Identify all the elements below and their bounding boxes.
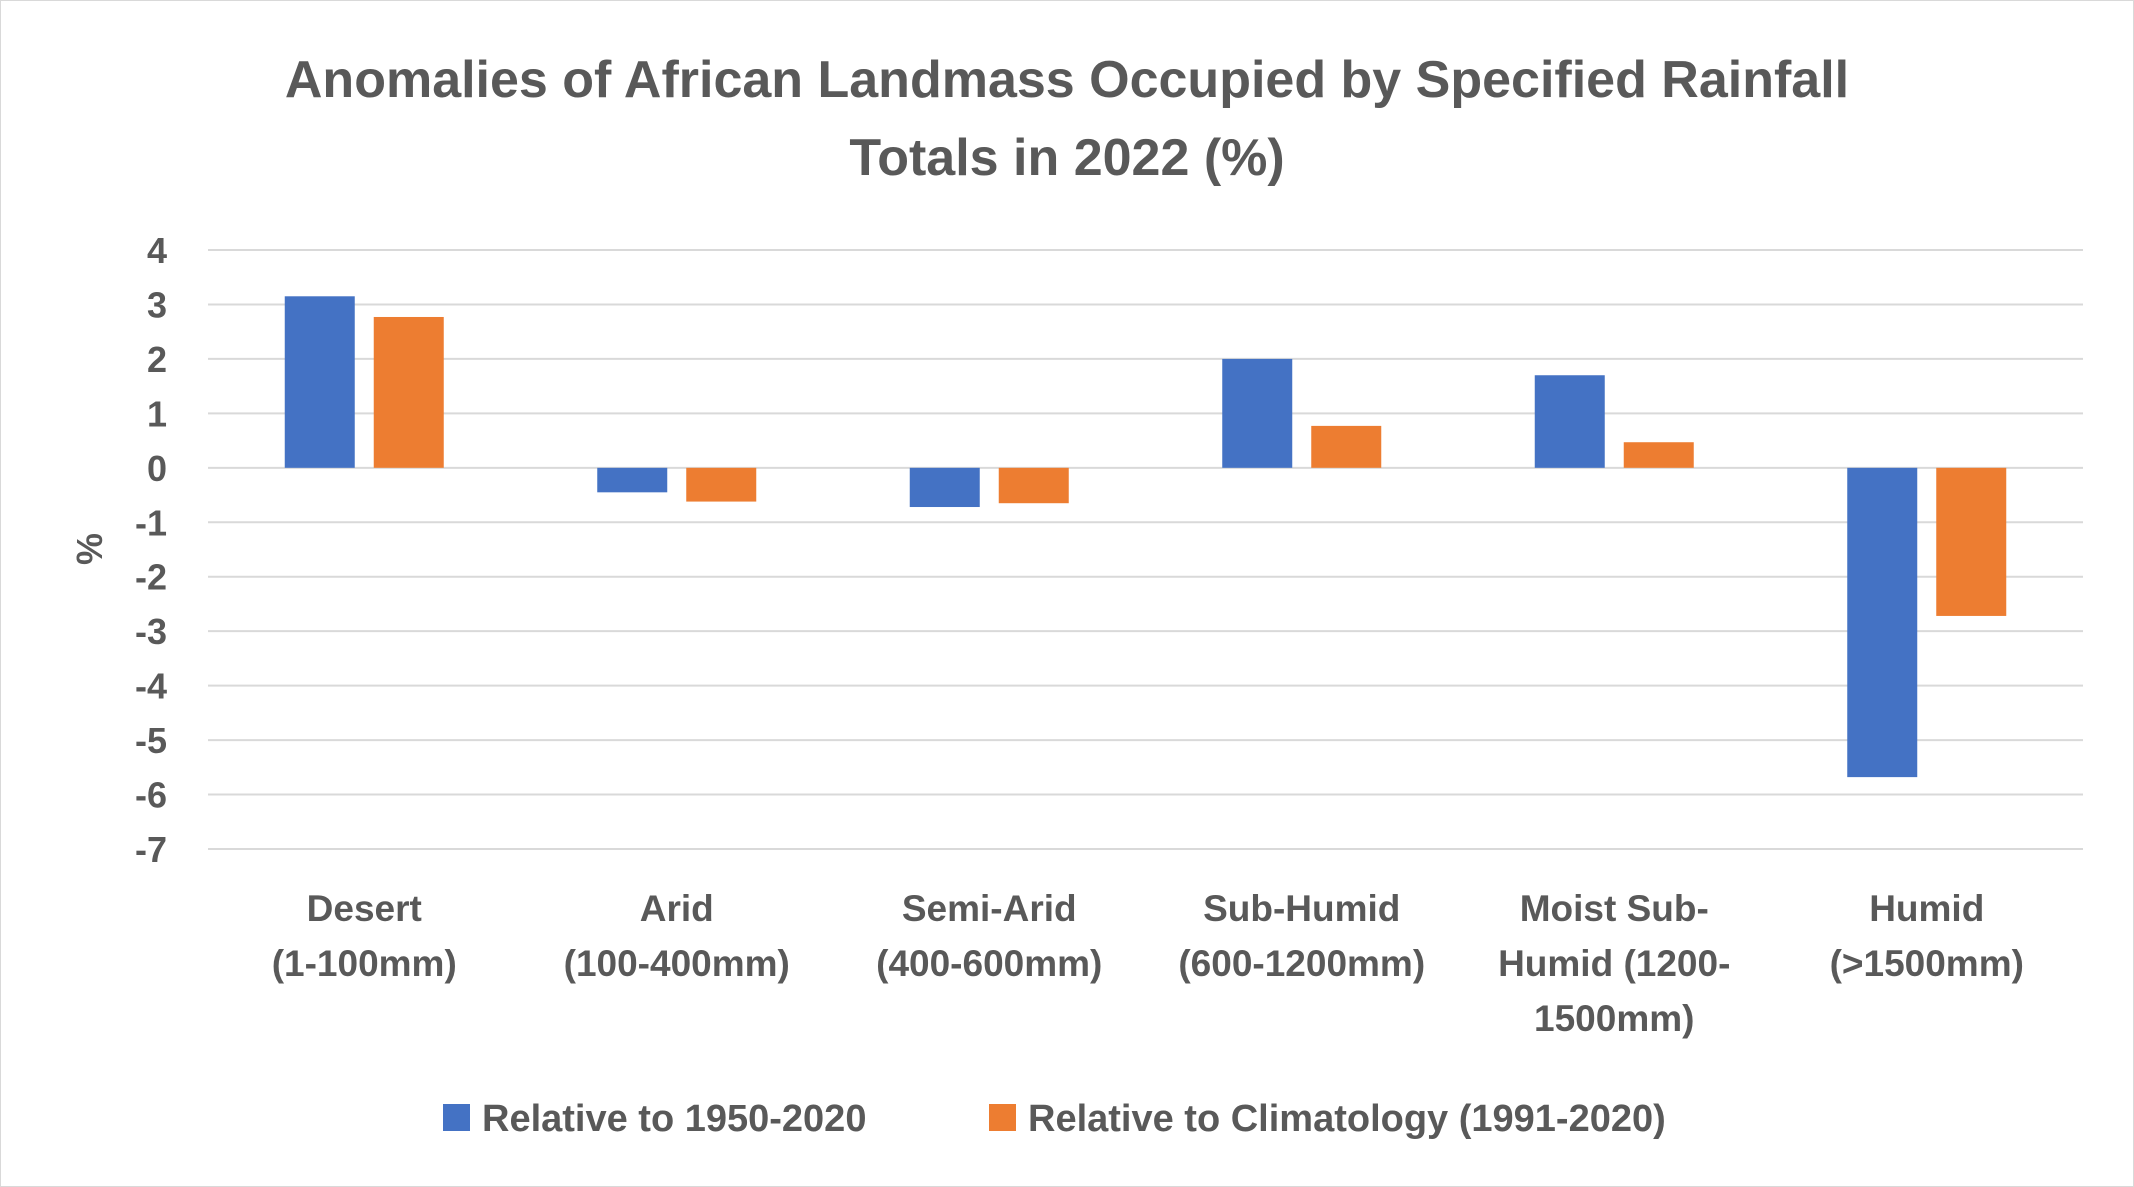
y-axis-label-text: % xyxy=(69,533,110,565)
x-category-label: (>1500mm) xyxy=(1830,943,2024,984)
y-tick-label: 0 xyxy=(147,448,167,489)
bar-series2-cat6 xyxy=(1936,467,2007,616)
chart-title: Anomalies of African Landmass Occupied b… xyxy=(285,51,1849,187)
bar-series2-cat5 xyxy=(1623,442,1694,468)
x-category-label: Arid xyxy=(640,888,714,929)
bar-series1-cat6 xyxy=(1847,467,1918,778)
bars xyxy=(284,296,2007,778)
legend-swatch xyxy=(989,1104,1016,1131)
x-category-label: Humid xyxy=(1869,888,1984,929)
y-tick-label: -4 xyxy=(135,666,167,707)
y-tick-label: -2 xyxy=(135,557,167,598)
y-axis-label: % xyxy=(69,533,110,565)
y-tick-label: -1 xyxy=(135,502,167,543)
bar-series1-cat4 xyxy=(1222,358,1293,468)
x-category-label: Semi-Arid xyxy=(902,888,1077,929)
legend-swatch xyxy=(443,1104,470,1131)
y-tick-label: -3 xyxy=(135,611,167,652)
x-category-label: (600-1200mm) xyxy=(1178,943,1425,984)
y-tick-label: 1 xyxy=(147,393,167,434)
bar-series1-cat1 xyxy=(284,296,355,468)
y-tick-label: 2 xyxy=(147,339,167,380)
bar-series2-cat4 xyxy=(1311,425,1382,468)
x-axis-categories: Desert (1-100mm) Arid (100-400mm) Semi-Arid (… xyxy=(272,888,2024,1039)
bar-series2-cat2 xyxy=(686,467,757,502)
x-category-label: 1500mm) xyxy=(1534,998,1694,1039)
chart-title-line: Totals in 2022 (%) xyxy=(849,129,1284,187)
x-category-label: (100-400mm) xyxy=(564,943,790,984)
bar-series2-cat1 xyxy=(373,316,444,468)
legend-label: Relative to 1950-2020 xyxy=(482,1098,866,1140)
x-category-label: Humid (1200- xyxy=(1498,943,1730,984)
legend-label: Relative to Climatology (1991-2020) xyxy=(1028,1098,1666,1140)
chart-title-line: Anomalies of African Landmass Occupied b… xyxy=(285,51,1849,109)
x-category-label: Sub-Humid xyxy=(1203,888,1400,929)
y-axis-ticks: 4 3 2 1 0 -1 -2 -3 -4 -5 -6 -7 xyxy=(135,230,167,870)
x-category-label: (400-600mm) xyxy=(876,943,1102,984)
y-tick-label: -6 xyxy=(135,775,167,816)
y-tick-label: 3 xyxy=(147,284,167,325)
bar-series2-cat3 xyxy=(998,467,1069,504)
legend: Relative to 1950-2020 Relative to Climato… xyxy=(443,1098,1666,1140)
x-category-label: Moist Sub- xyxy=(1520,888,1709,929)
gridlines xyxy=(208,249,2083,850)
y-tick-label: -5 xyxy=(135,720,167,761)
bar-series1-cat5 xyxy=(1534,375,1605,468)
bar-series1-cat3 xyxy=(909,467,980,508)
bar-series1-cat2 xyxy=(597,467,668,493)
y-tick-label: 4 xyxy=(147,230,167,271)
y-tick-label: -7 xyxy=(135,829,167,870)
x-category-label: Desert xyxy=(307,888,422,929)
x-category-label: (1-100mm) xyxy=(272,943,457,984)
